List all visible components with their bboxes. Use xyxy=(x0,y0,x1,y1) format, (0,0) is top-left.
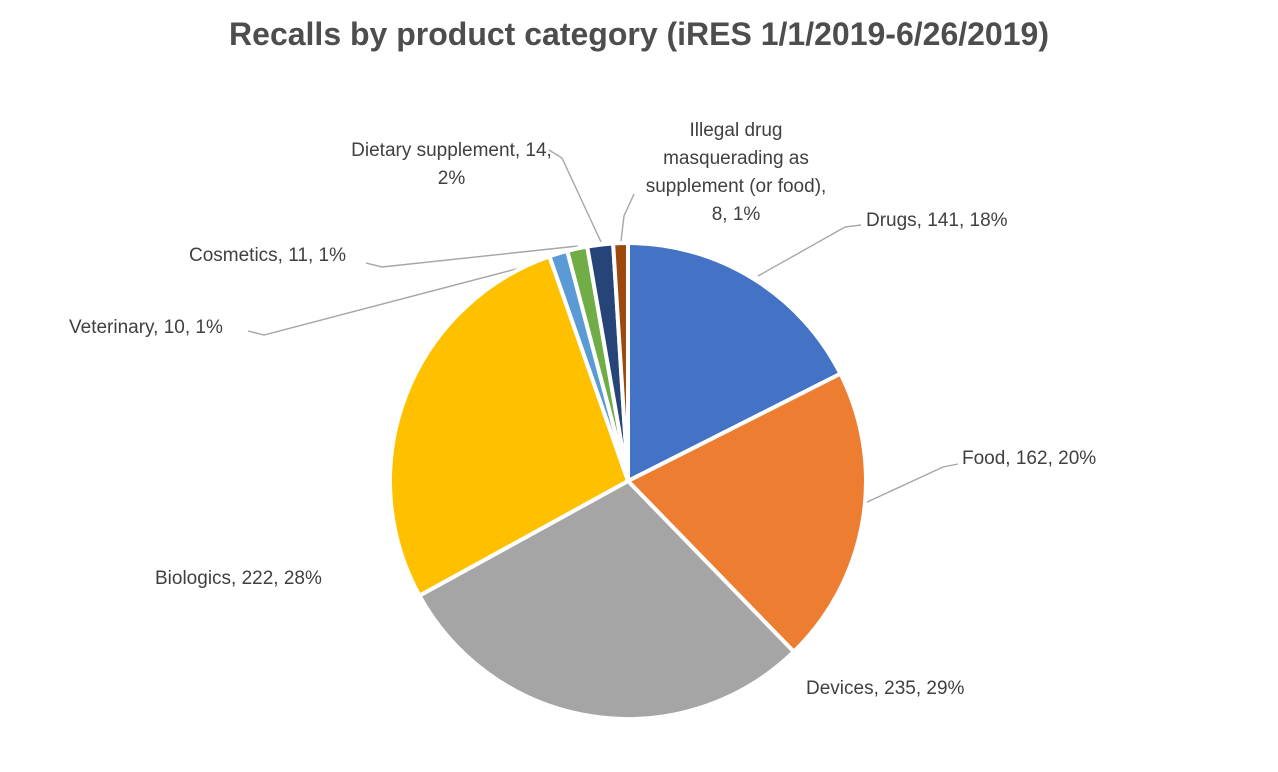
pie-slice-illegal-drug-masquerading-as-supplement-or-food[interactable] xyxy=(611,241,630,483)
pie-slice-devices[interactable] xyxy=(417,479,796,721)
pie-slice-drugs[interactable] xyxy=(626,241,843,483)
leader-line-drugs xyxy=(757,224,862,277)
leader-line-illegal xyxy=(620,193,635,242)
leader-line-dietary xyxy=(548,149,602,243)
data-label-veterinary: Veterinary, 10, 1% xyxy=(69,317,223,338)
leader-line-cosmetics xyxy=(365,245,579,268)
data-label-devices: Devices, 235, 29% xyxy=(806,678,965,699)
pie-slice-food[interactable] xyxy=(626,371,868,654)
pie-slice-biologics[interactable] xyxy=(388,254,630,598)
data-label-biologics: Biologics, 222, 28% xyxy=(155,568,322,589)
data-label-cosmetics: Cosmetics, 11, 1% xyxy=(189,245,346,266)
data-label-drugs: Drugs, 141, 18% xyxy=(866,210,1008,231)
leader-line-veterinary xyxy=(247,256,563,336)
data-label-illegal-drug: Illegal drug masquerading as supplement … xyxy=(645,120,827,225)
data-label-dietary-supplement: Dietary supplement, 14, 2% xyxy=(351,140,552,189)
chart-title: Recalls by product category (iRES 1/1/20… xyxy=(229,16,1049,52)
data-label-food: Food, 162, 20% xyxy=(962,448,1097,469)
leader-line-food xyxy=(851,463,959,510)
